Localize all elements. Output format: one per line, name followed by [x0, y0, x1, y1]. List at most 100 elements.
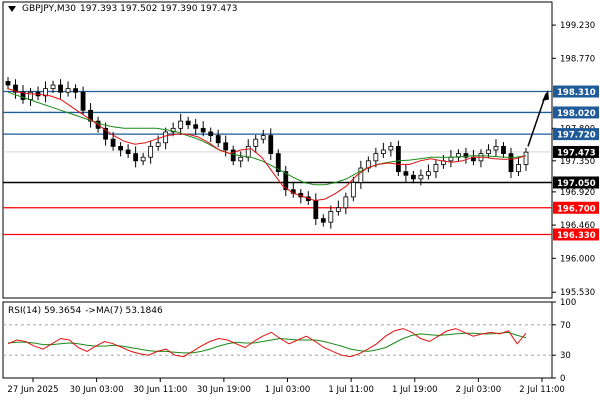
candle-body: [350, 182, 356, 198]
level-price-tag: [553, 106, 599, 119]
candle-body: [20, 91, 26, 100]
rsi-pane: [2, 301, 553, 379]
candle-body: [13, 84, 18, 93]
candle-body: [80, 91, 86, 111]
main-pane: [2, 1, 553, 299]
y-tick-label: 195.530: [560, 288, 595, 298]
candle-body: [118, 145, 124, 151]
candle-body: [103, 127, 108, 140]
y-tick-label: 197.350: [560, 157, 595, 167]
candle-body: [253, 138, 259, 147]
rsi-header: RSI(14) 59.3654 ->MA(7) 53.1846: [8, 306, 163, 316]
chart-header: GBPJPY,M30 197.393 197.502 197.390 197.4…: [8, 4, 238, 14]
candle-body: [43, 88, 48, 97]
candle-body: [5, 81, 11, 86]
candle-body: [343, 196, 349, 209]
x-tick-label: 2 Jul 11:00: [519, 385, 565, 395]
collapse-triangle-icon[interactable]: [8, 6, 16, 12]
level-price-label: 197.720: [557, 131, 596, 141]
level-price-label: 198.310: [557, 88, 596, 98]
rsi-tick-label: 70: [560, 321, 571, 331]
candle-body: [58, 84, 63, 93]
candle-body: [245, 145, 251, 158]
candle-body: [170, 127, 176, 133]
y-tick-label: 198.770: [560, 54, 595, 64]
projection-arrow-head: [542, 90, 549, 101]
candle-body: [388, 145, 394, 151]
candle-body: [163, 131, 169, 144]
y-tick-label: 196.460: [560, 221, 595, 231]
x-tick-label: 30 Jun 19:00: [197, 385, 251, 395]
level-price-tag: [553, 128, 599, 141]
rsi-ma-label: ->MA(7) 53.1846: [85, 306, 163, 316]
y-tick-label: 196.000: [560, 254, 595, 264]
candle-body: [215, 135, 221, 144]
rsi-tick-label: 0: [560, 374, 565, 384]
candle-body: [335, 207, 341, 212]
candle-body: [283, 171, 289, 191]
candle-body: [358, 167, 364, 183]
candle-body: [403, 171, 409, 176]
rsi-label: RSI(14) 59.3654: [8, 306, 82, 316]
symbol-label: GBPJPY,M30: [22, 4, 77, 14]
candle-body: [313, 200, 319, 219]
level-price-label: 198.020: [557, 109, 596, 119]
candle-body: [208, 131, 214, 136]
candle-body: [523, 151, 529, 165]
candle-body: [65, 88, 71, 93]
candle-body: [418, 174, 424, 180]
candle-body: [125, 149, 131, 155]
candle-body: [50, 84, 56, 90]
candle-body: [433, 164, 439, 173]
level-price-tag: [553, 228, 599, 241]
ohlc-values: 197.393 197.502 197.390 197.473: [80, 4, 238, 14]
candle-body: [178, 120, 184, 129]
projection-arrow-line: [527, 93, 547, 147]
candle-body: [238, 156, 244, 162]
x-tick-label: 1 Jul 03:00: [265, 385, 311, 395]
rsi-tick-label: 30: [560, 351, 571, 361]
candle-body: [110, 138, 116, 147]
candle-body: [410, 174, 416, 180]
ma-fast-line: [7, 88, 527, 202]
candle-body: [328, 210, 334, 223]
candle-body: [193, 124, 199, 129]
candle-body: [73, 88, 78, 93]
level-price-tag: [553, 85, 599, 98]
y-tick-label: 199.230: [560, 21, 595, 31]
candle-body: [508, 153, 514, 173]
candle-body: [395, 145, 401, 173]
candle-body: [501, 145, 506, 155]
candle-body: [155, 142, 161, 147]
candle-body: [373, 153, 379, 162]
rsi-tick-label: 100: [560, 298, 576, 308]
candle-body: [320, 218, 326, 223]
x-tick-label: 30 Jun 11:00: [133, 385, 187, 395]
candle-body: [448, 156, 454, 162]
candle-body: [223, 142, 229, 151]
candle-body: [88, 109, 93, 122]
candle-body: [140, 156, 146, 162]
candle-body: [380, 149, 386, 155]
candle-body: [200, 127, 206, 133]
level-price-label: 196.700: [557, 204, 596, 214]
x-tick-label: 27 Jun 2025: [7, 385, 58, 395]
candle-body: [230, 149, 236, 162]
candle-body: [275, 153, 281, 173]
level-price-tag: [553, 201, 599, 214]
x-tick-label: 30 Jun 03:00: [70, 385, 124, 395]
x-tick-label: 1 Jul 19:00: [392, 385, 438, 395]
candle-body: [426, 171, 431, 176]
candle-body: [486, 149, 491, 155]
current-price-label: 197.473: [557, 148, 596, 158]
candle-body: [493, 145, 499, 151]
y-tick-label: 196.920: [560, 188, 595, 198]
candle-body: [463, 153, 469, 158]
rsi-line: [7, 328, 527, 358]
candle-body: [260, 135, 266, 140]
candle-body: [148, 145, 154, 158]
candle-body: [133, 153, 139, 162]
level-price-tag: [553, 176, 599, 189]
